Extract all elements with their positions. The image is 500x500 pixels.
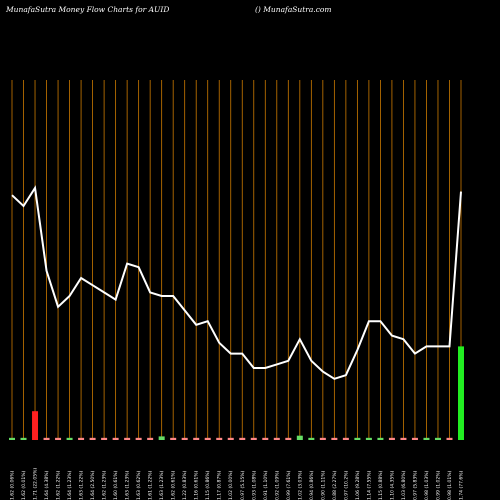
volume-bar: [124, 437, 131, 440]
volume-bar: [9, 437, 15, 440]
volume-bar: [365, 437, 372, 440]
volume-bar: [296, 435, 303, 440]
money-flow-line: [11, 185, 462, 380]
volume-bar: [158, 436, 165, 440]
volume-bar: [308, 437, 315, 440]
volume-bar: [342, 437, 349, 440]
volume-bar: [319, 437, 326, 440]
x-tick-label: 0.97 (5.83%): [412, 470, 418, 500]
x-tick-label: 0.92 (1.09%): [274, 470, 280, 500]
x-tick-label: 1.64 (1.23%): [67, 470, 73, 500]
volume-bar: [112, 437, 119, 440]
volume-bar: [273, 437, 280, 440]
x-tick-label: 0.91 (1.10%): [263, 470, 269, 500]
x-tick-label: 1.14 (7.55%): [366, 470, 372, 500]
volume-bar: [250, 437, 257, 440]
x-tick-label: 1.63 (1.23%): [159, 470, 165, 500]
x-tick-label: 0.93 (1.08%): [251, 470, 257, 500]
volume-bar: [354, 437, 361, 440]
volume-bar: [216, 437, 223, 440]
x-tick-label: 1.62 (0.06%): [10, 470, 16, 500]
x-tick-label: 1.02 (3.03%): [297, 470, 303, 500]
x-tick-label: 1.60 (0.61%): [113, 470, 119, 500]
volume-bar: [66, 437, 73, 440]
x-tick-label: 1.10 (4.35%): [389, 470, 395, 500]
volume-bar: [285, 437, 292, 440]
x-tick-label: 0.98 (1.03%): [424, 470, 430, 500]
x-tick-label: 1.03 (6.80%): [401, 470, 407, 500]
volume-bar: [20, 437, 27, 440]
volume-bar: [43, 437, 50, 440]
volume-bar: [262, 437, 269, 440]
volume-bar: [423, 437, 430, 440]
x-tick-label: 0.97 (10.2%): [343, 470, 349, 500]
x-tick-label: 0.99 (7.61%): [286, 470, 292, 500]
volume-bar: [32, 411, 39, 440]
x-tick-label: 1.02 (0.00%): [228, 470, 234, 500]
x-tick-label: 1.62 (1.23%): [102, 470, 108, 500]
x-tick-label: 1.17 (0.87%): [217, 470, 223, 500]
volume-bar: [89, 437, 96, 440]
x-tick-label: 1.16 (0.61%): [194, 470, 200, 500]
x-tick-label: 1.63 (1.22%): [79, 470, 85, 500]
volume-bar: [434, 437, 441, 440]
volume-bar: [135, 437, 142, 440]
x-tick-label: 1.61 (1.22%): [148, 470, 154, 500]
volume-bar: [204, 437, 211, 440]
volume-bar: [446, 437, 453, 440]
chart-title: MunafaSutra Money Flow Charts for AUID: [5, 5, 169, 14]
volume-bar: [239, 437, 246, 440]
x-tick-label: 1.64 (2.50%): [90, 470, 96, 500]
volume-bar: [181, 437, 188, 440]
chart-subtitle: () MunafaSutra.com: [255, 5, 332, 14]
x-tick-label: 1.15 (0.86%): [205, 470, 211, 500]
x-tick-label: 1.22 (0.83%): [182, 470, 188, 500]
x-tick-label: 1.15 (0.88%): [378, 470, 384, 500]
volume-bar: [193, 437, 200, 440]
x-tick-label: 1.63 (0.62%): [136, 470, 142, 500]
x-tick-label: 0.98 (1.01%): [447, 470, 453, 500]
volume-bar: [377, 437, 384, 440]
volume-bar: [55, 437, 62, 440]
x-tick-label: 1.71 (22.05%): [33, 468, 39, 500]
volume-bar: [78, 437, 85, 440]
x-tick-label: 1.62 (0.01%): [21, 470, 27, 500]
x-tick-label: 0.99 (1.02%): [435, 470, 441, 500]
volume-bar: [400, 437, 407, 440]
x-tick-label: 1.06 (9.28%): [355, 470, 361, 500]
x-tick-label: 1.62 (0.61%): [171, 470, 177, 500]
x-tick-label: 1.74 (77.6%): [459, 470, 465, 500]
volume-bar: [227, 437, 234, 440]
x-tick-label: 0.88 (2.27%): [332, 470, 338, 500]
volume-bar: [147, 437, 154, 440]
x-tick-label: 0.90 (1.11%): [320, 470, 326, 500]
volume-bar: [331, 437, 338, 440]
volume-bar: [170, 437, 177, 440]
volume-bar: [458, 346, 464, 440]
x-tick-label: 1.64 (4.38%): [44, 470, 50, 500]
x-tick-label: 0.97 (5.15%): [240, 470, 246, 500]
x-tick-label: 1.63 (1.23%): [125, 470, 131, 500]
volume-bar: [388, 437, 395, 440]
x-tick-label: 1.62 (1.22%): [56, 470, 62, 500]
volume-bar: [411, 437, 418, 440]
volume-bar: [101, 437, 108, 440]
x-tick-label: 0.94 (0.86%): [309, 470, 315, 500]
